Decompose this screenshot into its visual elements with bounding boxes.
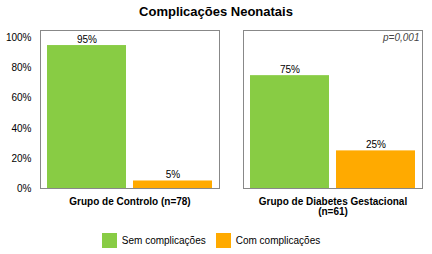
html-text:Sem complicações: Sem complicações (121, 235, 206, 246)
svg-text:25%: 25% (366, 139, 386, 150)
svg-text:40%: 40% (11, 123, 31, 134)
svg-text:95%: 95% (77, 34, 97, 45)
svg-text:100%: 100% (6, 32, 32, 43)
html-text:Com complicações: Com complicações (235, 235, 321, 246)
svg-text:20%: 20% (11, 153, 31, 164)
svg-text:p=0,001: p=0,001 (382, 32, 419, 43)
svg-text:80%: 80% (11, 62, 31, 73)
svg-text:Grupo de Diabetes Gestacional(: Grupo de Diabetes Gestacional(n=61) (259, 196, 408, 217)
svg-text:Grupo de Controlo (n=78): Grupo de Controlo (n=78) (69, 196, 190, 207)
svg-text:75%: 75% (280, 64, 300, 75)
html-text:Complicações Neonatais: Complicações Neonatais (139, 4, 293, 19)
svg-text:60%: 60% (11, 92, 31, 103)
svg-text:0%: 0% (17, 183, 32, 194)
svg-text:5%: 5% (166, 169, 181, 180)
